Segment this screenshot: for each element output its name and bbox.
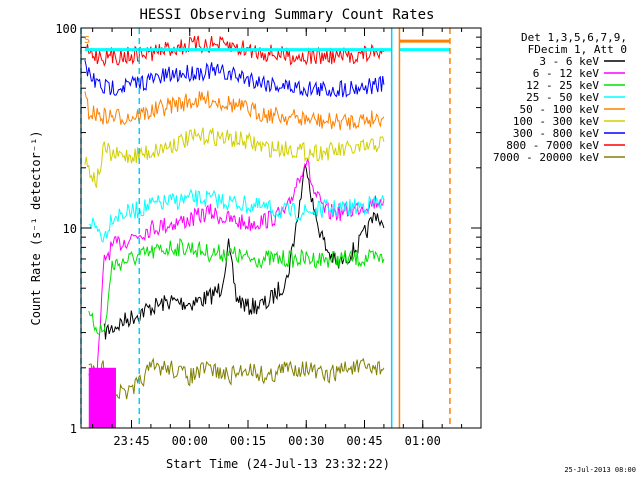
y-tick-label: 100 (55, 22, 77, 36)
series-line (84, 35, 385, 67)
series-layer (84, 35, 450, 428)
series-line (84, 59, 385, 98)
series-line (88, 157, 385, 395)
x-axis-label: Start Time (24-Jul-13 23:32:22) (166, 457, 390, 471)
legend-label: 100 - 300 keV (513, 115, 599, 128)
legend-header-line-1: Det 1,3,5,6,7,9, (521, 31, 627, 44)
legend-label: 50 - 100 keV (520, 103, 600, 116)
legend-label: 25 - 50 keV (526, 91, 599, 104)
legend-label: 6 - 12 keV (533, 67, 600, 80)
y-tick-label: 1 (70, 422, 77, 436)
x-tick-label: 00:15 (230, 434, 266, 448)
legend: Det 1,3,5,6,7,9, FDecim 1, Att 0 3 - 6 k… (493, 31, 627, 164)
series-line (84, 90, 385, 131)
legend-label: 800 - 7000 keV (506, 139, 599, 152)
timestamp: 25-Jul-2013 08:00 (564, 466, 636, 474)
legend-header-line-2: FDecim 1, Att 0 (528, 43, 627, 56)
x-tick-label: 01:00 (405, 434, 441, 448)
y-axis-label: Count Rate (s⁻¹ detector⁻¹) (29, 130, 43, 325)
x-tick-label: 00:30 (288, 434, 324, 448)
legend-label: 3 - 6 keV (539, 55, 599, 68)
x-tick-label: 00:00 (172, 434, 208, 448)
legend-label: 300 - 800 keV (513, 127, 599, 140)
corner-mark: S (84, 35, 90, 46)
chart-title: HESSI Observing Summary Count Rates (139, 7, 434, 23)
legend-label: 7000 - 20000 keV (493, 151, 599, 164)
saturated-block (88, 367, 116, 428)
series-line (88, 238, 385, 335)
series-line (84, 127, 385, 188)
x-tick-label: 23:45 (113, 434, 149, 448)
y-tick-label: 10 (63, 222, 77, 236)
axes: 23:45 00:00 00:15 00:30 00:45 01:00 1 10 100 (55, 22, 482, 448)
x-tick-label: 00:45 (346, 434, 382, 448)
legend-label: 12 - 25 keV (526, 79, 599, 92)
series-line (88, 357, 385, 402)
